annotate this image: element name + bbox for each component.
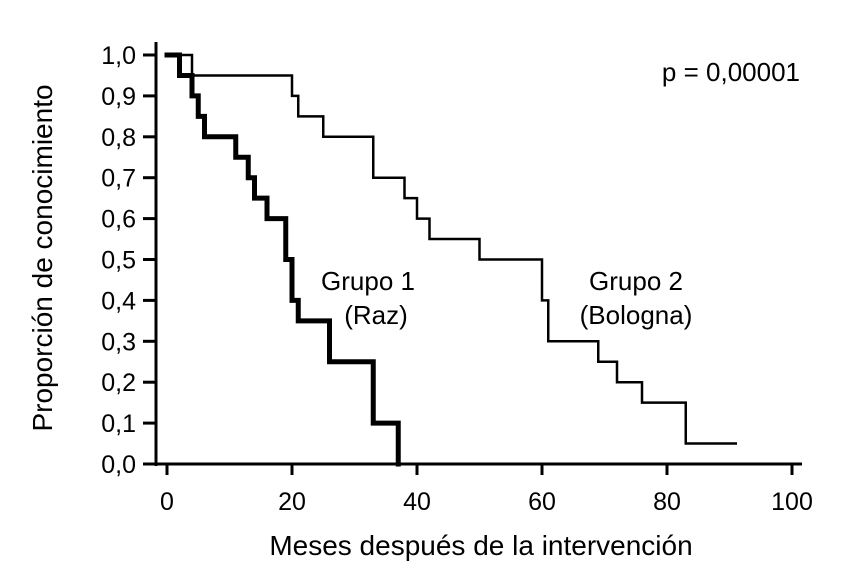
x-tick-label: 60 <box>528 488 556 516</box>
p-value-annotation: p = 0,00001 <box>662 57 800 87</box>
series-line-grupo-1 <box>164 52 401 467</box>
x-tick-label: 80 <box>653 488 681 516</box>
y-tick-label: 0,1 <box>101 410 136 438</box>
y-tick-label: 0,3 <box>101 328 136 356</box>
series-label-grupo-1: Grupo 1 <box>321 266 415 296</box>
series-layer <box>164 52 737 467</box>
series-label-grupo-2: Grupo 2 <box>589 266 683 296</box>
y-ticks: 0,0 0,1 0,2 0,3 0,4 0,5 0,6 0,7 0,8 0,9 1,0 <box>101 42 156 479</box>
y-tick-label: 0,0 <box>101 451 136 479</box>
x-tick-label: 100 <box>771 488 813 516</box>
y-tick-label: 0,4 <box>101 287 136 315</box>
series-line-grupo-2 <box>165 53 737 445</box>
axes <box>154 42 802 466</box>
y-tick-label: 0,7 <box>101 165 136 193</box>
x-tick-label: 20 <box>278 488 306 516</box>
x-axis-title: Meses después de la intervención <box>269 530 692 561</box>
x-tick-label: 40 <box>403 488 431 516</box>
y-tick-label: 1,0 <box>101 42 136 70</box>
y-tick-label: 0,5 <box>101 247 136 275</box>
y-tick-label: 0,6 <box>101 206 136 234</box>
x-ticks: 0 20 40 60 80 100 <box>160 464 813 516</box>
x-tick-label: 0 <box>160 488 174 516</box>
series-sublabel-bologna: (Bologna) <box>580 300 693 330</box>
y-axis-title: Proporción de conocimiento <box>27 84 58 431</box>
y-tick-label: 0,9 <box>101 83 136 111</box>
y-tick-label: 0,2 <box>101 369 136 397</box>
series-sublabel-raz: (Raz) <box>344 300 408 330</box>
y-tick-label: 0,8 <box>101 124 136 152</box>
